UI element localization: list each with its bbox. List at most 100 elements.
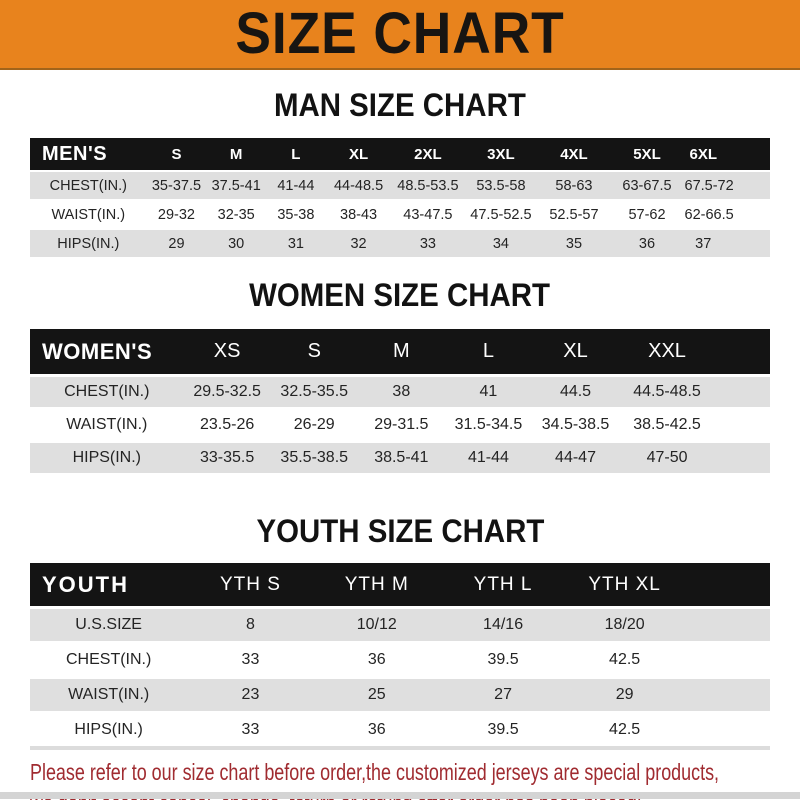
size-value-cell: 57-62 (610, 199, 684, 229)
size-value-cell: 42.5 (566, 711, 770, 748)
size-column-header: XL (531, 329, 620, 376)
size-value-cell: 29 (146, 228, 207, 257)
size-value-cell: 41-44 (444, 440, 532, 473)
table-title-cell: YOUTH (30, 563, 188, 608)
table-row: CHEST(IN.) 33 36 39.5 42.5 (30, 641, 770, 678)
women-size-chart-section: WOMEN SIZE CHART WOMEN'S XS S M L XL XXL CHEST(… (0, 277, 800, 473)
size-column-header: 5XL (610, 138, 684, 171)
size-value-cell: 38.5-42.5 (619, 407, 770, 442)
size-value-cell: 35-38 (266, 199, 326, 229)
size-value-cell: 33 (187, 711, 314, 748)
size-value-cell: 62-66.5 (683, 199, 770, 229)
table-row: CHEST(IN.) 35-37.5 37.5-41 41-44 44-48.5 48.5… (30, 170, 770, 200)
table-row: WAIST(IN.) 23 25 27 29 (30, 676, 770, 713)
size-value-cell: 41 (444, 374, 532, 409)
size-value-cell: 35.5-38.5 (270, 440, 358, 473)
size-column-header: L (266, 138, 326, 171)
size-column-header: YTH M (313, 563, 440, 608)
size-value-cell: 36 (313, 641, 440, 678)
size-value-cell: 10/12 (313, 606, 440, 643)
size-value-cell: 38 (357, 374, 445, 409)
size-value-cell: 44.5 (531, 374, 620, 409)
row-label: WAIST(IN.) (30, 676, 188, 713)
man-section-title-text: MAN SIZE CHART (274, 87, 526, 123)
man-section-title: MAN SIZE CHART (0, 87, 800, 123)
size-value-cell: 23.5-26 (183, 407, 271, 442)
size-value-cell: 31.5-34.5 (444, 407, 532, 442)
size-value-cell: 33 (187, 641, 314, 678)
size-value-cell: 34 (464, 228, 538, 257)
size-value-cell: 37 (683, 228, 770, 257)
size-value-cell: 29-31.5 (357, 407, 445, 442)
table-row: U.S.SIZE 8 10/12 14/16 18/20 (30, 606, 770, 643)
table-row: HIPS(IN.) 29 30 31 32 33 34 35 36 37 (30, 228, 770, 257)
size-column-header: YTH L (439, 563, 567, 608)
row-label: CHEST(IN.) (30, 374, 184, 409)
table-title-cell: MEN'S (30, 138, 147, 171)
size-value-cell: 38-43 (325, 199, 392, 229)
youth-size-table: YOUTH YTH S YTH M YTH L YTH XL U.S.SIZE 8 10/12… (30, 563, 770, 750)
banner: SIZE CHART (0, 0, 800, 70)
size-column-header: S (146, 138, 207, 171)
youth-size-chart-section: YOUTH SIZE CHART YOUTH YTH S YTH M YTH L YTH… (0, 513, 800, 750)
size-value-cell: 32 (325, 228, 392, 257)
size-value-cell: 33-35.5 (183, 440, 271, 473)
size-value-cell: 35-37.5 (146, 170, 207, 200)
table-header-row: YOUTH YTH S YTH M YTH L YTH XL (30, 563, 770, 608)
size-value-cell: 53.5-58 (464, 170, 538, 200)
row-label: HIPS(IN.) (30, 711, 188, 748)
table-header-row: WOMEN'S XS S M L XL XXL (30, 329, 770, 376)
youth-section-title: YOUTH SIZE CHART (0, 513, 800, 549)
table-row: HIPS(IN.) 33-35.5 35.5-38.5 38.5-41 41-44 44-… (30, 440, 770, 473)
size-value-cell: 18/20 (566, 606, 770, 643)
size-value-cell: 58-63 (537, 170, 611, 200)
size-value-cell: 31 (266, 228, 326, 257)
size-value-cell: 36 (610, 228, 684, 257)
size-value-cell: 47-50 (619, 440, 770, 473)
size-value-cell: 52.5-57 (537, 199, 611, 229)
table-title-cell: WOMEN'S (30, 329, 184, 376)
size-value-cell: 63-67.5 (610, 170, 684, 200)
size-value-cell: 25 (313, 676, 440, 713)
size-value-cell: 26-29 (270, 407, 358, 442)
row-label: HIPS(IN.) (30, 228, 147, 257)
footer-line-1: Please refer to our size chart before or… (30, 759, 720, 785)
size-value-cell: 44-48.5 (325, 170, 392, 200)
size-value-cell: 27 (439, 676, 567, 713)
women-size-table: WOMEN'S XS S M L XL XXL CHEST(IN.) 29.5-32.5 32.5… (30, 329, 770, 473)
size-value-cell: 29 (566, 676, 770, 713)
size-column-header: M (357, 329, 445, 376)
table-row: CHEST(IN.) 29.5-32.5 32.5-35.5 38 41 44.5 44.5… (30, 374, 770, 409)
table-row: WAIST(IN.) 29-32 32-35 35-38 38-43 43-47.5 47.… (30, 199, 770, 229)
table-row: HIPS(IN.) 33 36 39.5 42.5 (30, 711, 770, 748)
size-column-header: XS (183, 329, 271, 376)
size-value-cell: 32.5-35.5 (270, 374, 358, 409)
row-label: U.S.SIZE (30, 606, 188, 643)
table-header-row: MEN'S S M L XL 2XL 3XL 4XL 5XL 6XL (30, 138, 770, 171)
size-value-cell: 38.5-41 (357, 440, 445, 473)
men-size-table: MEN'S S M L XL 2XL 3XL 4XL 5XL 6XL CHEST(IN.) 35-37… (30, 138, 770, 257)
row-label: CHEST(IN.) (30, 170, 147, 200)
size-value-cell: 29-32 (146, 199, 207, 229)
size-column-header: 3XL (464, 138, 538, 171)
women-section-title: WOMEN SIZE CHART (0, 277, 800, 313)
size-value-cell: 8 (187, 606, 314, 643)
size-value-cell: 23 (187, 676, 314, 713)
size-value-cell: 37.5-41 (206, 170, 267, 200)
size-column-header: S (270, 329, 358, 376)
size-value-cell: 33 (391, 228, 465, 257)
size-column-header: YTH XL (566, 563, 770, 608)
size-column-header: 6XL (683, 138, 770, 171)
size-value-cell: 32-35 (206, 199, 267, 229)
size-value-cell: 48.5-53.5 (391, 170, 465, 200)
size-value-cell: 42.5 (566, 641, 770, 678)
table-row: WAIST(IN.) 23.5-26 26-29 29-31.5 31.5-34.5 34… (30, 407, 770, 442)
women-section-title-text: WOMEN SIZE CHART (249, 277, 551, 313)
youth-section-title-text: YOUTH SIZE CHART (256, 513, 544, 549)
size-column-header: L (444, 329, 532, 376)
banner-title: SIZE CHART (235, 1, 565, 66)
size-value-cell: 29.5-32.5 (183, 374, 271, 409)
man-size-chart-section: MAN SIZE CHART MEN'S S M L XL 2XL 3XL 4XL 5XL 6XL… (0, 87, 800, 257)
size-column-header: XXL (619, 329, 770, 376)
size-column-header: YTH S (187, 563, 314, 608)
